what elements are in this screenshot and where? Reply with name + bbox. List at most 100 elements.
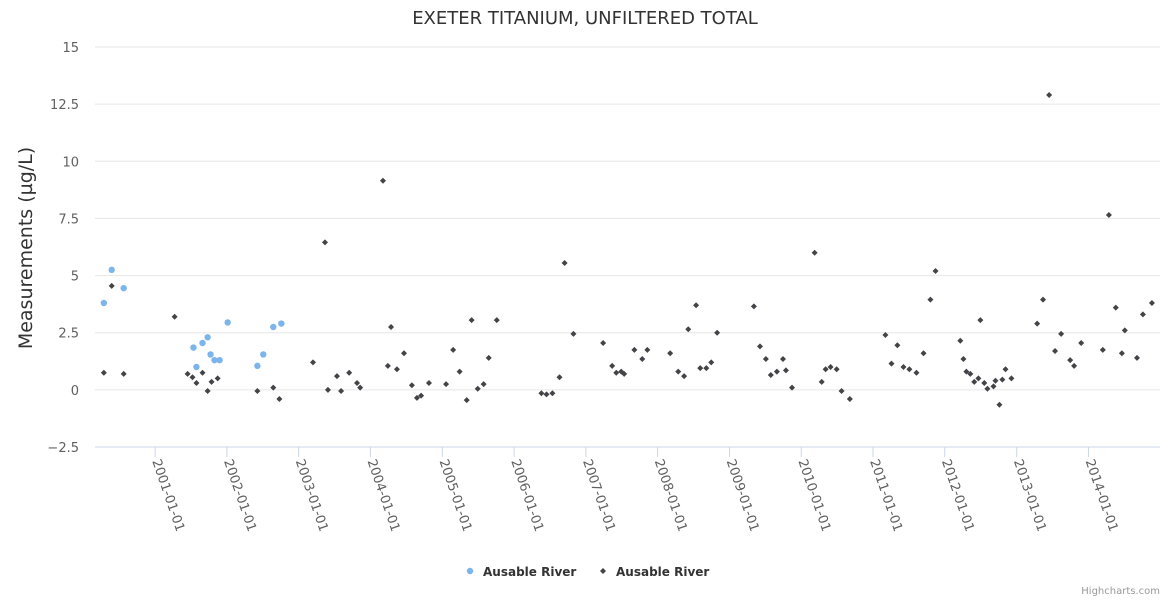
data-point-diamond[interactable] (811, 249, 818, 256)
data-point-diamond[interactable] (762, 356, 769, 362)
data-point-diamond[interactable] (1121, 327, 1128, 334)
data-point-diamond[interactable] (685, 326, 692, 333)
data-point-diamond[interactable] (204, 388, 211, 394)
data-point-diamond[interactable] (393, 366, 400, 373)
data-point-diamond[interactable] (600, 340, 607, 346)
data-point-circle[interactable] (211, 356, 218, 364)
data-point-diamond[interactable] (379, 177, 386, 184)
data-point-diamond[interactable] (354, 380, 361, 386)
data-point-diamond[interactable] (773, 368, 780, 375)
data-point-diamond[interactable] (693, 302, 700, 309)
data-point-diamond[interactable] (667, 350, 674, 357)
data-point-diamond[interactable] (900, 364, 907, 370)
data-point-diamond[interactable] (463, 397, 470, 404)
data-point-diamond[interactable] (1034, 320, 1041, 327)
data-point-diamond[interactable] (920, 350, 927, 357)
data-point-diamond[interactable] (474, 385, 481, 392)
data-point-diamond[interactable] (756, 343, 763, 350)
data-point-circle[interactable] (190, 344, 197, 351)
data-point-diamond[interactable] (927, 296, 934, 303)
data-point-diamond[interactable] (703, 365, 710, 372)
data-point-diamond[interactable] (838, 388, 845, 394)
data-point-diamond[interactable] (846, 396, 853, 402)
data-point-diamond[interactable] (613, 369, 620, 376)
data-point-diamond[interactable] (388, 324, 395, 330)
data-point-circle[interactable] (270, 323, 277, 331)
data-point-diamond[interactable] (570, 330, 577, 337)
data-point-diamond[interactable] (681, 373, 688, 380)
data-point-diamond[interactable] (1071, 362, 1078, 369)
data-point-circle[interactable] (199, 339, 206, 347)
data-point-diamond[interactable] (401, 350, 408, 357)
data-point-diamond[interactable] (882, 332, 889, 338)
data-point-diamond[interactable] (425, 380, 432, 386)
data-point-diamond[interactable] (990, 383, 997, 390)
data-point-diamond[interactable] (556, 374, 563, 381)
data-point-diamond[interactable] (456, 368, 463, 375)
data-point-diamond[interactable] (199, 369, 206, 376)
data-point-diamond[interactable] (443, 381, 450, 388)
data-point-diamond[interactable] (779, 356, 786, 362)
data-point-diamond[interactable] (418, 392, 425, 399)
data-point-diamond[interactable] (767, 372, 774, 378)
data-point-diamond[interactable] (977, 317, 984, 324)
data-point-diamond[interactable] (782, 367, 789, 374)
data-point-diamond[interactable] (644, 346, 651, 353)
data-point-circle[interactable] (120, 284, 127, 292)
data-point-diamond[interactable] (270, 384, 277, 391)
data-point-diamond[interactable] (480, 381, 487, 388)
data-point-diamond[interactable] (1105, 212, 1112, 218)
data-point-diamond[interactable] (960, 356, 967, 362)
data-point-diamond[interactable] (639, 356, 646, 362)
data-point-diamond[interactable] (408, 382, 415, 389)
data-point-diamond[interactable] (468, 317, 475, 324)
data-point-diamond[interactable] (193, 380, 200, 386)
data-point-diamond[interactable] (967, 370, 974, 377)
data-point-diamond[interactable] (818, 378, 825, 385)
data-point-circle[interactable] (254, 362, 261, 370)
data-point-diamond[interactable] (833, 366, 840, 373)
data-point-circle[interactable] (260, 351, 267, 358)
data-point-diamond[interactable] (1099, 346, 1106, 353)
data-point-diamond[interactable] (321, 239, 328, 246)
data-point-circle[interactable] (278, 320, 285, 327)
data-point-diamond[interactable] (932, 268, 939, 274)
data-point-diamond[interactable] (971, 378, 978, 385)
data-point-diamond[interactable] (1058, 330, 1065, 337)
data-point-diamond[interactable] (963, 368, 970, 375)
data-point-diamond[interactable] (631, 346, 638, 353)
data-point-diamond[interactable] (108, 282, 115, 289)
data-point-diamond[interactable] (1112, 304, 1119, 311)
data-point-diamond[interactable] (913, 369, 920, 376)
data-point-diamond[interactable] (621, 370, 628, 377)
data-point-diamond[interactable] (992, 377, 999, 384)
data-point-diamond[interactable] (999, 376, 1006, 383)
data-point-diamond[interactable] (324, 386, 331, 393)
data-point-diamond[interactable] (346, 369, 353, 376)
data-point-diamond[interactable] (357, 384, 364, 391)
data-point-diamond[interactable] (708, 359, 715, 366)
data-point-diamond[interactable] (1118, 350, 1125, 357)
data-point-circle[interactable] (108, 266, 115, 274)
data-point-diamond[interactable] (675, 368, 682, 375)
data-point-diamond[interactable] (214, 375, 221, 382)
data-point-diamond[interactable] (822, 366, 829, 373)
data-point-diamond[interactable] (1067, 357, 1074, 364)
data-point-diamond[interactable] (276, 396, 283, 402)
data-point-diamond[interactable] (609, 362, 616, 369)
data-point-circle[interactable] (207, 351, 214, 358)
data-point-circle[interactable] (193, 363, 200, 371)
data-point-diamond[interactable] (184, 370, 191, 377)
data-point-diamond[interactable] (714, 329, 721, 336)
data-point-diamond[interactable] (450, 346, 457, 353)
data-point-diamond[interactable] (309, 359, 316, 366)
data-point-diamond[interactable] (1008, 375, 1015, 382)
data-point-diamond[interactable] (906, 366, 913, 373)
data-point-diamond[interactable] (996, 401, 1003, 408)
data-point-diamond[interactable] (561, 260, 568, 266)
data-point-diamond[interactable] (120, 370, 127, 377)
data-point-diamond[interactable] (1002, 366, 1009, 373)
data-point-diamond[interactable] (413, 394, 420, 401)
legend-item[interactable]: Ausable River (466, 565, 577, 579)
data-point-diamond[interactable] (338, 388, 345, 394)
